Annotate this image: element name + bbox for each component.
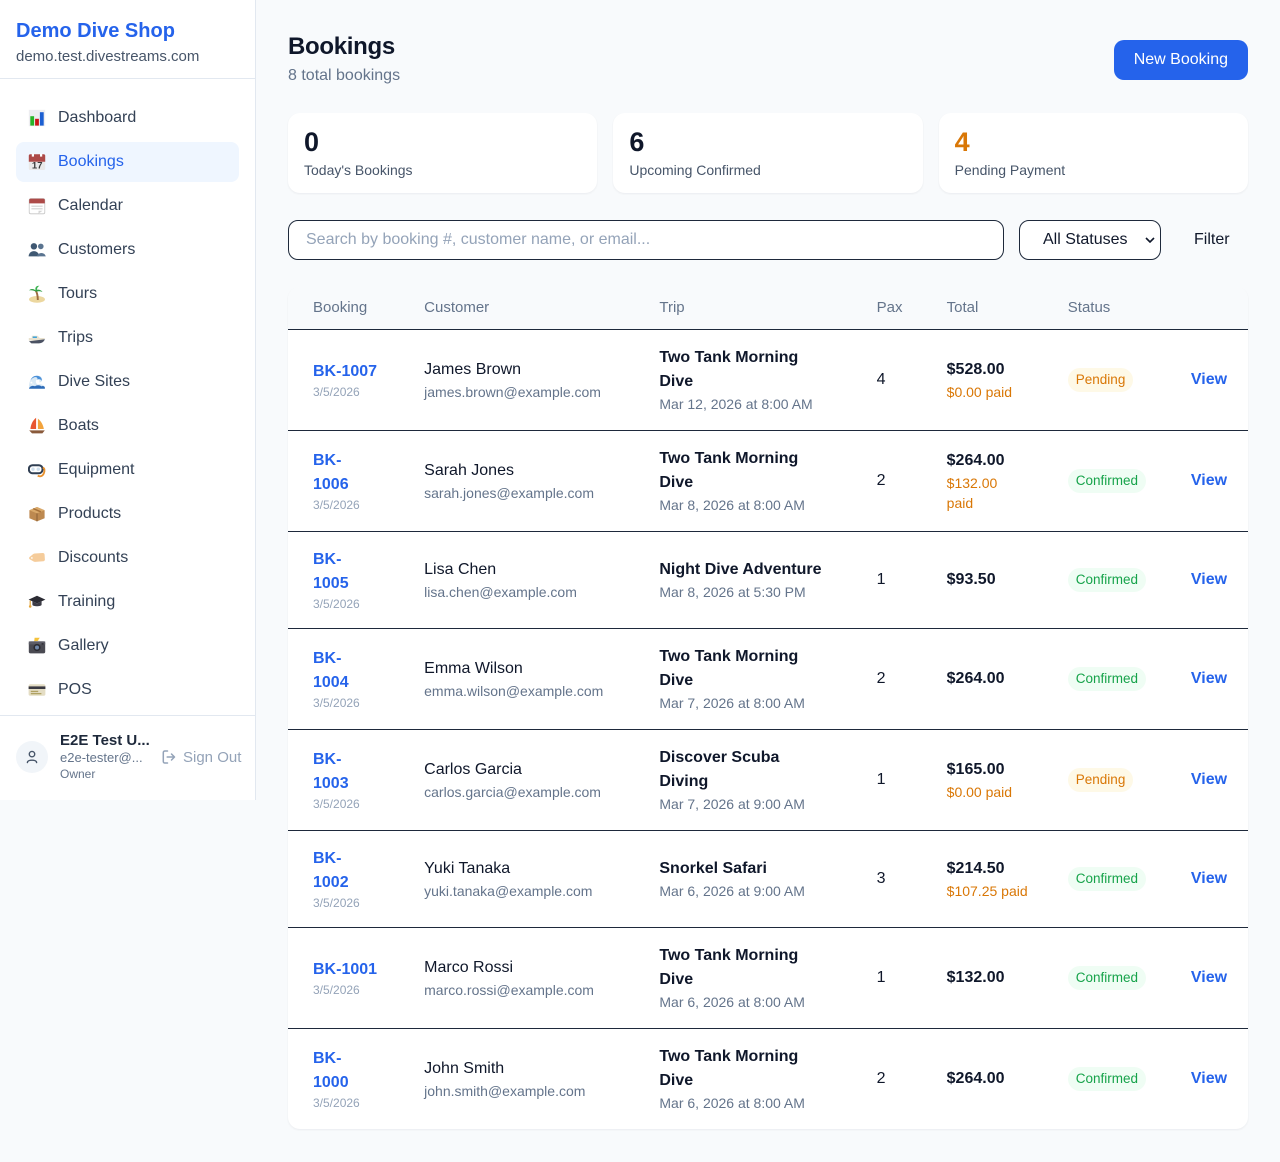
- svg-text:17: 17: [32, 161, 43, 171]
